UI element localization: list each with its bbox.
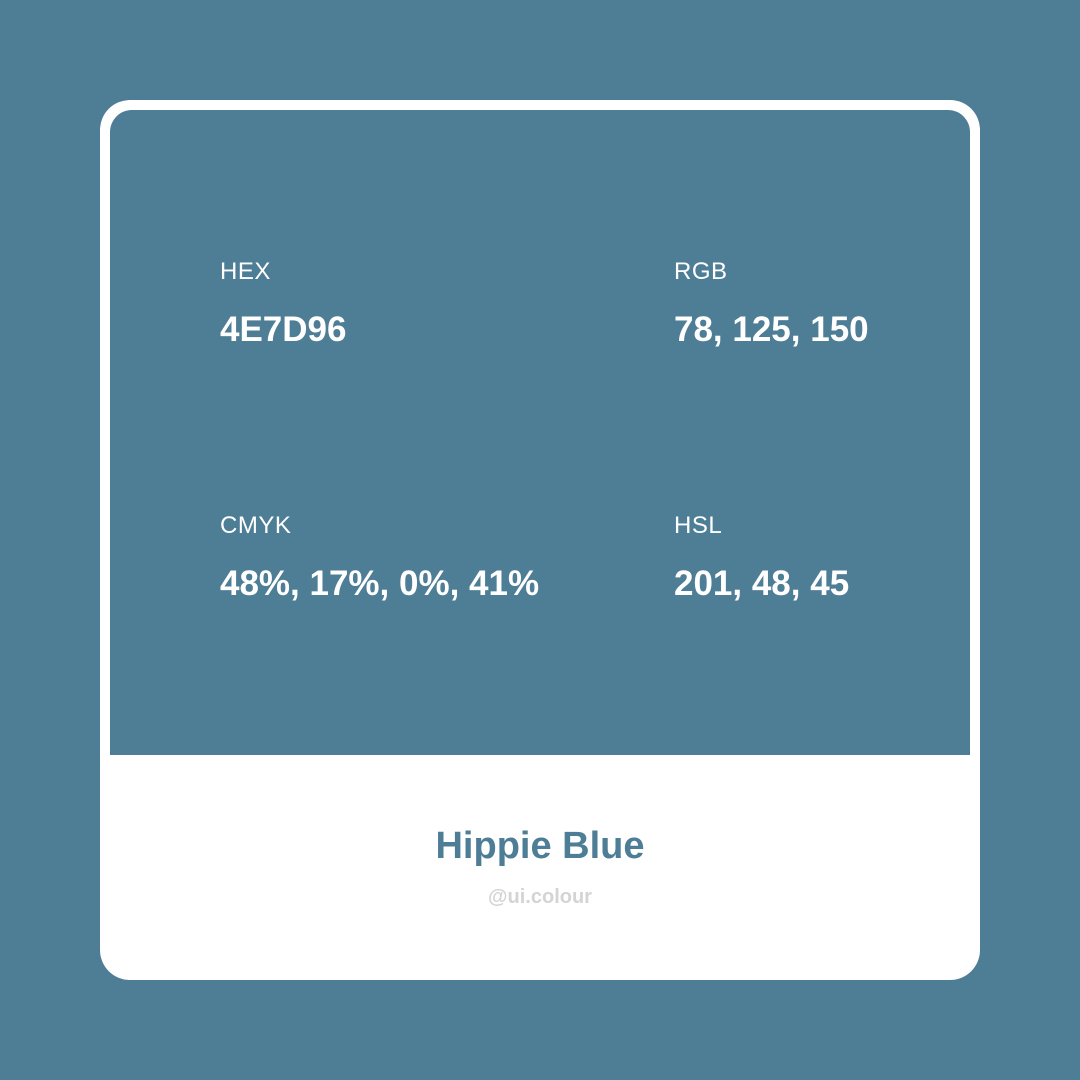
hsl-label: HSL [674, 512, 723, 539]
color-name: Hippie Blue [435, 825, 645, 867]
hex-label: HEX [220, 258, 271, 285]
color-card: HEX 4E7D96 RGB 78, 125, 150 CMYK 48%, 17… [100, 100, 980, 980]
cmyk-value: 48%, 17%, 0%, 41% [220, 564, 540, 603]
hsl-spec: HSL 201, 48, 45 [674, 512, 850, 603]
hex-spec: HEX 4E7D96 [220, 258, 347, 349]
author-handle: @ui.colour [488, 886, 592, 908]
card-footer: Hippie Blue @ui.colour [100, 755, 980, 980]
hsl-value: 201, 48, 45 [674, 564, 850, 603]
rgb-spec: RGB 78, 125, 150 [674, 258, 869, 349]
cmyk-label: CMYK [220, 512, 292, 539]
cmyk-spec: CMYK 48%, 17%, 0%, 41% [220, 512, 540, 603]
color-swatch: HEX 4E7D96 RGB 78, 125, 150 CMYK 48%, 17… [110, 110, 970, 755]
hex-value: 4E7D96 [220, 310, 347, 349]
rgb-label: RGB [674, 258, 728, 285]
rgb-value: 78, 125, 150 [674, 310, 869, 349]
